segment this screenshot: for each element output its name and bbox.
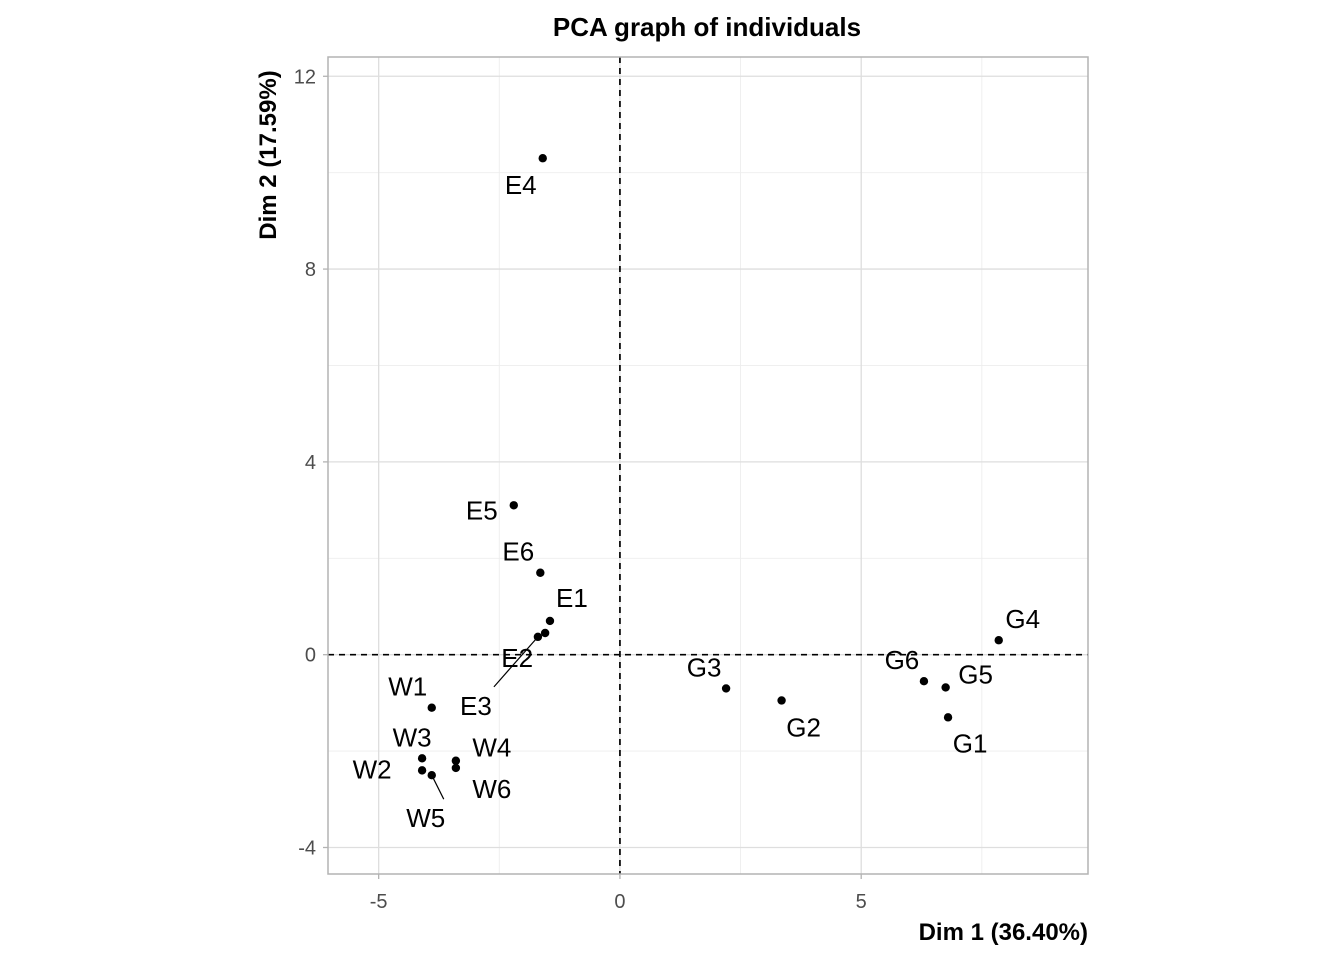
data-point-g5 bbox=[941, 683, 950, 692]
point-label-w4: W4 bbox=[472, 733, 511, 763]
data-point-g4 bbox=[994, 636, 1003, 645]
data-point-w3 bbox=[417, 754, 427, 763]
x-tick-label: -5 bbox=[370, 891, 388, 913]
point-label-w6: W6 bbox=[472, 774, 511, 804]
reference-lines bbox=[328, 57, 1088, 874]
data-point-w1 bbox=[427, 703, 436, 712]
point-label-g3: G3 bbox=[687, 652, 722, 682]
x-tick-label: 0 bbox=[614, 891, 625, 913]
y-tick-label: -4 bbox=[298, 837, 316, 859]
point-label-e5: E5 bbox=[466, 495, 498, 525]
data-point-e4 bbox=[538, 154, 547, 163]
panel-border bbox=[327, 56, 1089, 875]
leader-line-e3 bbox=[493, 636, 539, 688]
axis-ticks: -5 0 5 -4 0 4 8 12 bbox=[294, 66, 867, 913]
data-point-e2 bbox=[540, 628, 550, 638]
leader-line-w5 bbox=[431, 774, 445, 800]
point-label-w1: W1 bbox=[388, 672, 427, 702]
point-label-w5: W5 bbox=[406, 803, 445, 833]
y-tick-label: 0 bbox=[305, 645, 316, 667]
data-point-g2 bbox=[777, 696, 786, 705]
point-label-g6: G6 bbox=[885, 645, 920, 675]
y-tick-label: 8 bbox=[305, 259, 316, 281]
data-point-g3 bbox=[721, 684, 731, 693]
point-label-e2: E2 bbox=[501, 643, 533, 673]
point-label-w2: W2 bbox=[353, 754, 392, 784]
y-axis-title: Dim 2 (17.59%) bbox=[255, 70, 282, 239]
y-tick-label: 12 bbox=[294, 66, 316, 88]
chart-title: PCA graph of individuals bbox=[553, 12, 861, 42]
point-label-g4: G4 bbox=[1005, 604, 1040, 634]
data-point-g1 bbox=[943, 713, 953, 722]
label-leader-lines bbox=[431, 636, 539, 800]
data-point-e5 bbox=[509, 501, 518, 510]
point-label-e4: E4 bbox=[505, 170, 537, 200]
data-point-e3 bbox=[533, 632, 543, 642]
data-point-e1 bbox=[545, 616, 555, 626]
y-tick-label: 4 bbox=[305, 452, 316, 474]
data-point-w2 bbox=[417, 766, 427, 775]
data-point-w5 bbox=[427, 770, 436, 780]
point-label-g1: G1 bbox=[953, 728, 988, 758]
point-label-e3: E3 bbox=[460, 691, 492, 721]
point-label-g2: G2 bbox=[786, 712, 821, 742]
data-point-w4 bbox=[451, 756, 461, 765]
data-point-w6 bbox=[451, 763, 461, 773]
x-tick-label: 5 bbox=[856, 891, 867, 913]
x-axis-title: Dim 1 (36.40%) bbox=[919, 919, 1088, 946]
point-label-w3: W3 bbox=[393, 722, 432, 752]
data-point-e6 bbox=[536, 568, 545, 577]
point-label-g5: G5 bbox=[958, 659, 993, 689]
data-points bbox=[417, 154, 1003, 780]
point-label-e6: E6 bbox=[502, 537, 534, 567]
point-label-e1: E1 bbox=[556, 583, 588, 613]
data-point-g6 bbox=[919, 676, 929, 686]
